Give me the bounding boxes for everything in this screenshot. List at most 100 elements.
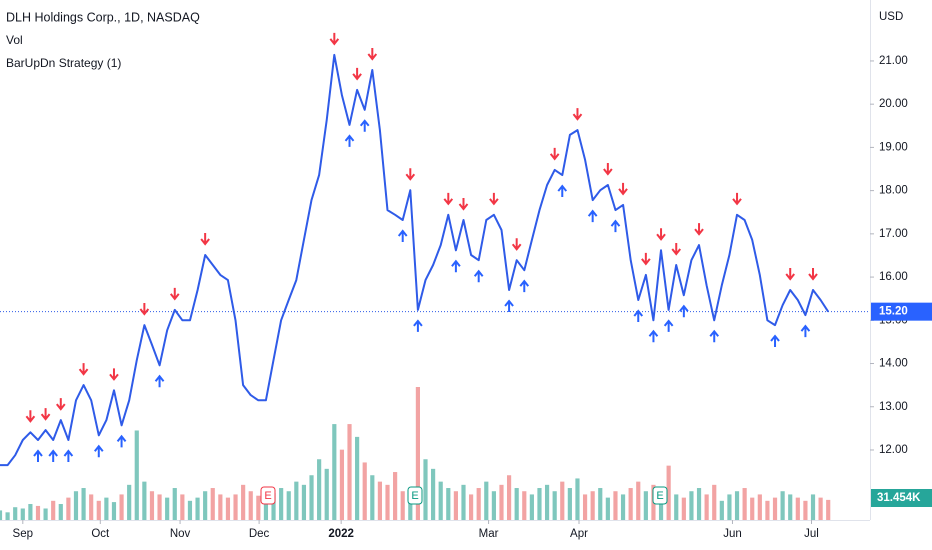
buy-signal xyxy=(800,324,811,338)
volume-bar xyxy=(575,478,580,520)
volume-bar xyxy=(309,475,314,520)
volume-bar xyxy=(104,497,109,520)
buy-signal xyxy=(63,449,74,463)
sell-signal xyxy=(25,410,36,423)
y-tick-label: 21.00 xyxy=(879,55,908,67)
y-tick-label: 14.00 xyxy=(879,358,908,370)
volume-bar xyxy=(750,497,755,520)
legend-item: BarUpDn Strategy (1) xyxy=(6,56,121,70)
volume-bar xyxy=(134,430,139,520)
volume-bar xyxy=(438,481,443,520)
y-tick-label: 20.00 xyxy=(879,98,908,110)
volume-bar xyxy=(377,481,383,520)
sell-signal xyxy=(329,32,340,46)
earnings-label[interactable]: E xyxy=(411,490,418,502)
volume-bar xyxy=(795,497,800,520)
volume-bar xyxy=(370,475,375,520)
volume-bar xyxy=(704,494,709,520)
sell-signal xyxy=(489,192,499,206)
volume-bar xyxy=(324,468,329,520)
volume-bar xyxy=(605,497,610,520)
last-price-badge xyxy=(871,302,932,321)
y-tick-label: 19.00 xyxy=(879,141,908,153)
x-tick-label: Oct xyxy=(91,528,110,540)
volume-bar xyxy=(506,475,512,520)
volume-bar xyxy=(772,497,778,520)
volume-bar xyxy=(43,508,48,520)
volume-bar xyxy=(674,494,679,520)
buy-signal xyxy=(557,184,568,198)
volume-bar xyxy=(96,500,101,520)
volume-bar xyxy=(757,494,762,520)
volume-bar xyxy=(317,459,322,520)
volume-bar xyxy=(582,494,588,520)
sell-signal xyxy=(458,198,469,211)
buy-signal xyxy=(33,449,43,463)
earnings-badge[interactable] xyxy=(260,486,276,505)
earnings-label[interactable]: E xyxy=(264,490,271,502)
volume-bar xyxy=(13,507,18,520)
volume-bar xyxy=(529,494,534,520)
last-volume-badge xyxy=(871,489,932,507)
sell-signal xyxy=(139,303,150,316)
volume-bar xyxy=(461,484,466,520)
sell-signal xyxy=(109,368,119,381)
volume-bar xyxy=(476,488,481,520)
volume-bar xyxy=(355,436,360,520)
volume-bar xyxy=(689,491,694,520)
sell-signal xyxy=(352,67,362,81)
volume-bar xyxy=(415,387,420,520)
buy-signal xyxy=(709,329,720,343)
volume-bar xyxy=(696,488,702,520)
last-price-label: 15.20 xyxy=(879,306,908,318)
sell-signal xyxy=(603,163,613,176)
earnings-badge[interactable] xyxy=(652,486,668,505)
volume-bar xyxy=(681,497,686,520)
volume-bar xyxy=(248,491,253,520)
buy-signal xyxy=(413,319,423,332)
volume-bar xyxy=(301,484,307,520)
volume-bar xyxy=(195,497,200,520)
volume-bar xyxy=(286,491,291,520)
x-tick-label: 2022 xyxy=(328,528,354,540)
volume-bar xyxy=(765,500,770,520)
sell-signal xyxy=(169,287,180,301)
buy-signal xyxy=(451,259,461,273)
volume-bar xyxy=(598,488,603,520)
volume-bar xyxy=(484,481,489,520)
volume-bar xyxy=(719,500,724,520)
x-tick-label: Mar xyxy=(479,528,499,540)
earnings-badge[interactable] xyxy=(407,486,423,505)
volume-bar xyxy=(446,488,451,520)
earnings-label[interactable]: E xyxy=(656,490,663,502)
volume-bar xyxy=(58,504,63,520)
volume-bar xyxy=(111,502,117,520)
buy-signal xyxy=(93,444,104,458)
volume-bar xyxy=(233,494,238,520)
volume-bar xyxy=(210,488,215,520)
y-tick-label: 16.00 xyxy=(879,271,908,283)
sell-signal xyxy=(78,363,89,376)
volume-bar xyxy=(818,497,823,520)
y-tick-label: 12.00 xyxy=(879,444,908,456)
buy-signal xyxy=(397,229,408,243)
sell-signal xyxy=(40,408,51,421)
volume-bar xyxy=(362,462,367,520)
volume-bar xyxy=(613,491,618,520)
sell-signal xyxy=(443,192,454,206)
buy-signal xyxy=(344,134,355,147)
volume-bar xyxy=(81,488,86,520)
x-tick-label: Nov xyxy=(170,528,191,540)
sell-signal xyxy=(56,398,66,411)
volume-bar xyxy=(89,494,94,520)
buy-signal xyxy=(679,304,689,318)
buy-signal xyxy=(519,279,530,293)
y-tick-label: 17.00 xyxy=(879,228,908,240)
volume-bar xyxy=(423,459,428,520)
volume-bar xyxy=(727,494,732,520)
plot-layer xyxy=(0,32,870,467)
sell-signal xyxy=(511,238,522,251)
volume-bar xyxy=(347,424,352,520)
